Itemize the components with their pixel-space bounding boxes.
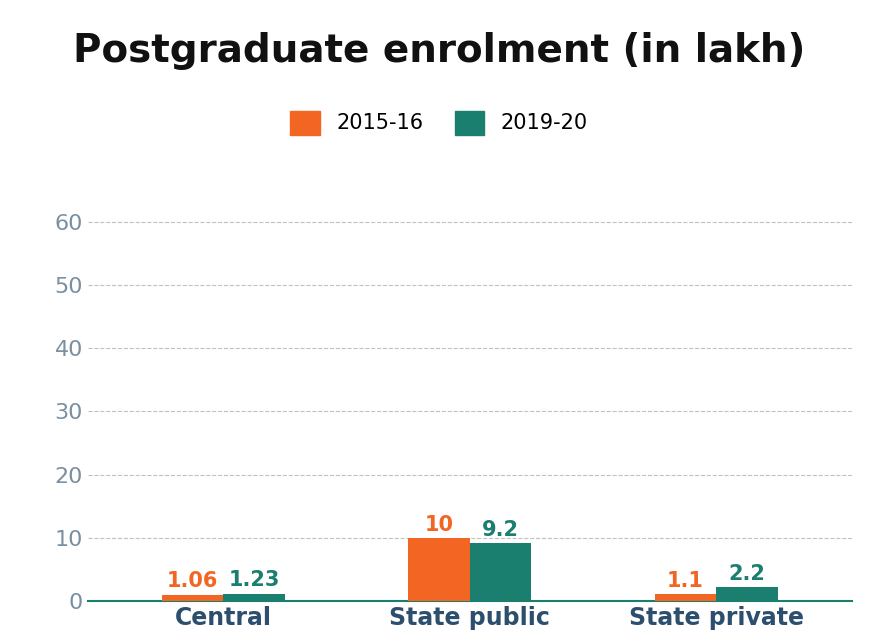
- Text: 10: 10: [424, 515, 453, 535]
- Bar: [223, 594, 285, 601]
- Text: 1.1: 1.1: [667, 571, 703, 591]
- Bar: [408, 538, 469, 601]
- Text: 9.2: 9.2: [481, 520, 518, 540]
- Legend: 2015-16, 2019-20: 2015-16, 2019-20: [282, 102, 595, 143]
- Bar: [716, 587, 777, 601]
- Bar: [161, 594, 223, 601]
- Text: Postgraduate enrolment (in lakh): Postgraduate enrolment (in lakh): [73, 32, 804, 70]
- Text: 1.06: 1.06: [167, 572, 218, 591]
- Bar: [653, 594, 716, 601]
- Text: 2.2: 2.2: [728, 564, 765, 584]
- Text: 1.23: 1.23: [228, 570, 280, 591]
- Bar: [469, 543, 531, 601]
